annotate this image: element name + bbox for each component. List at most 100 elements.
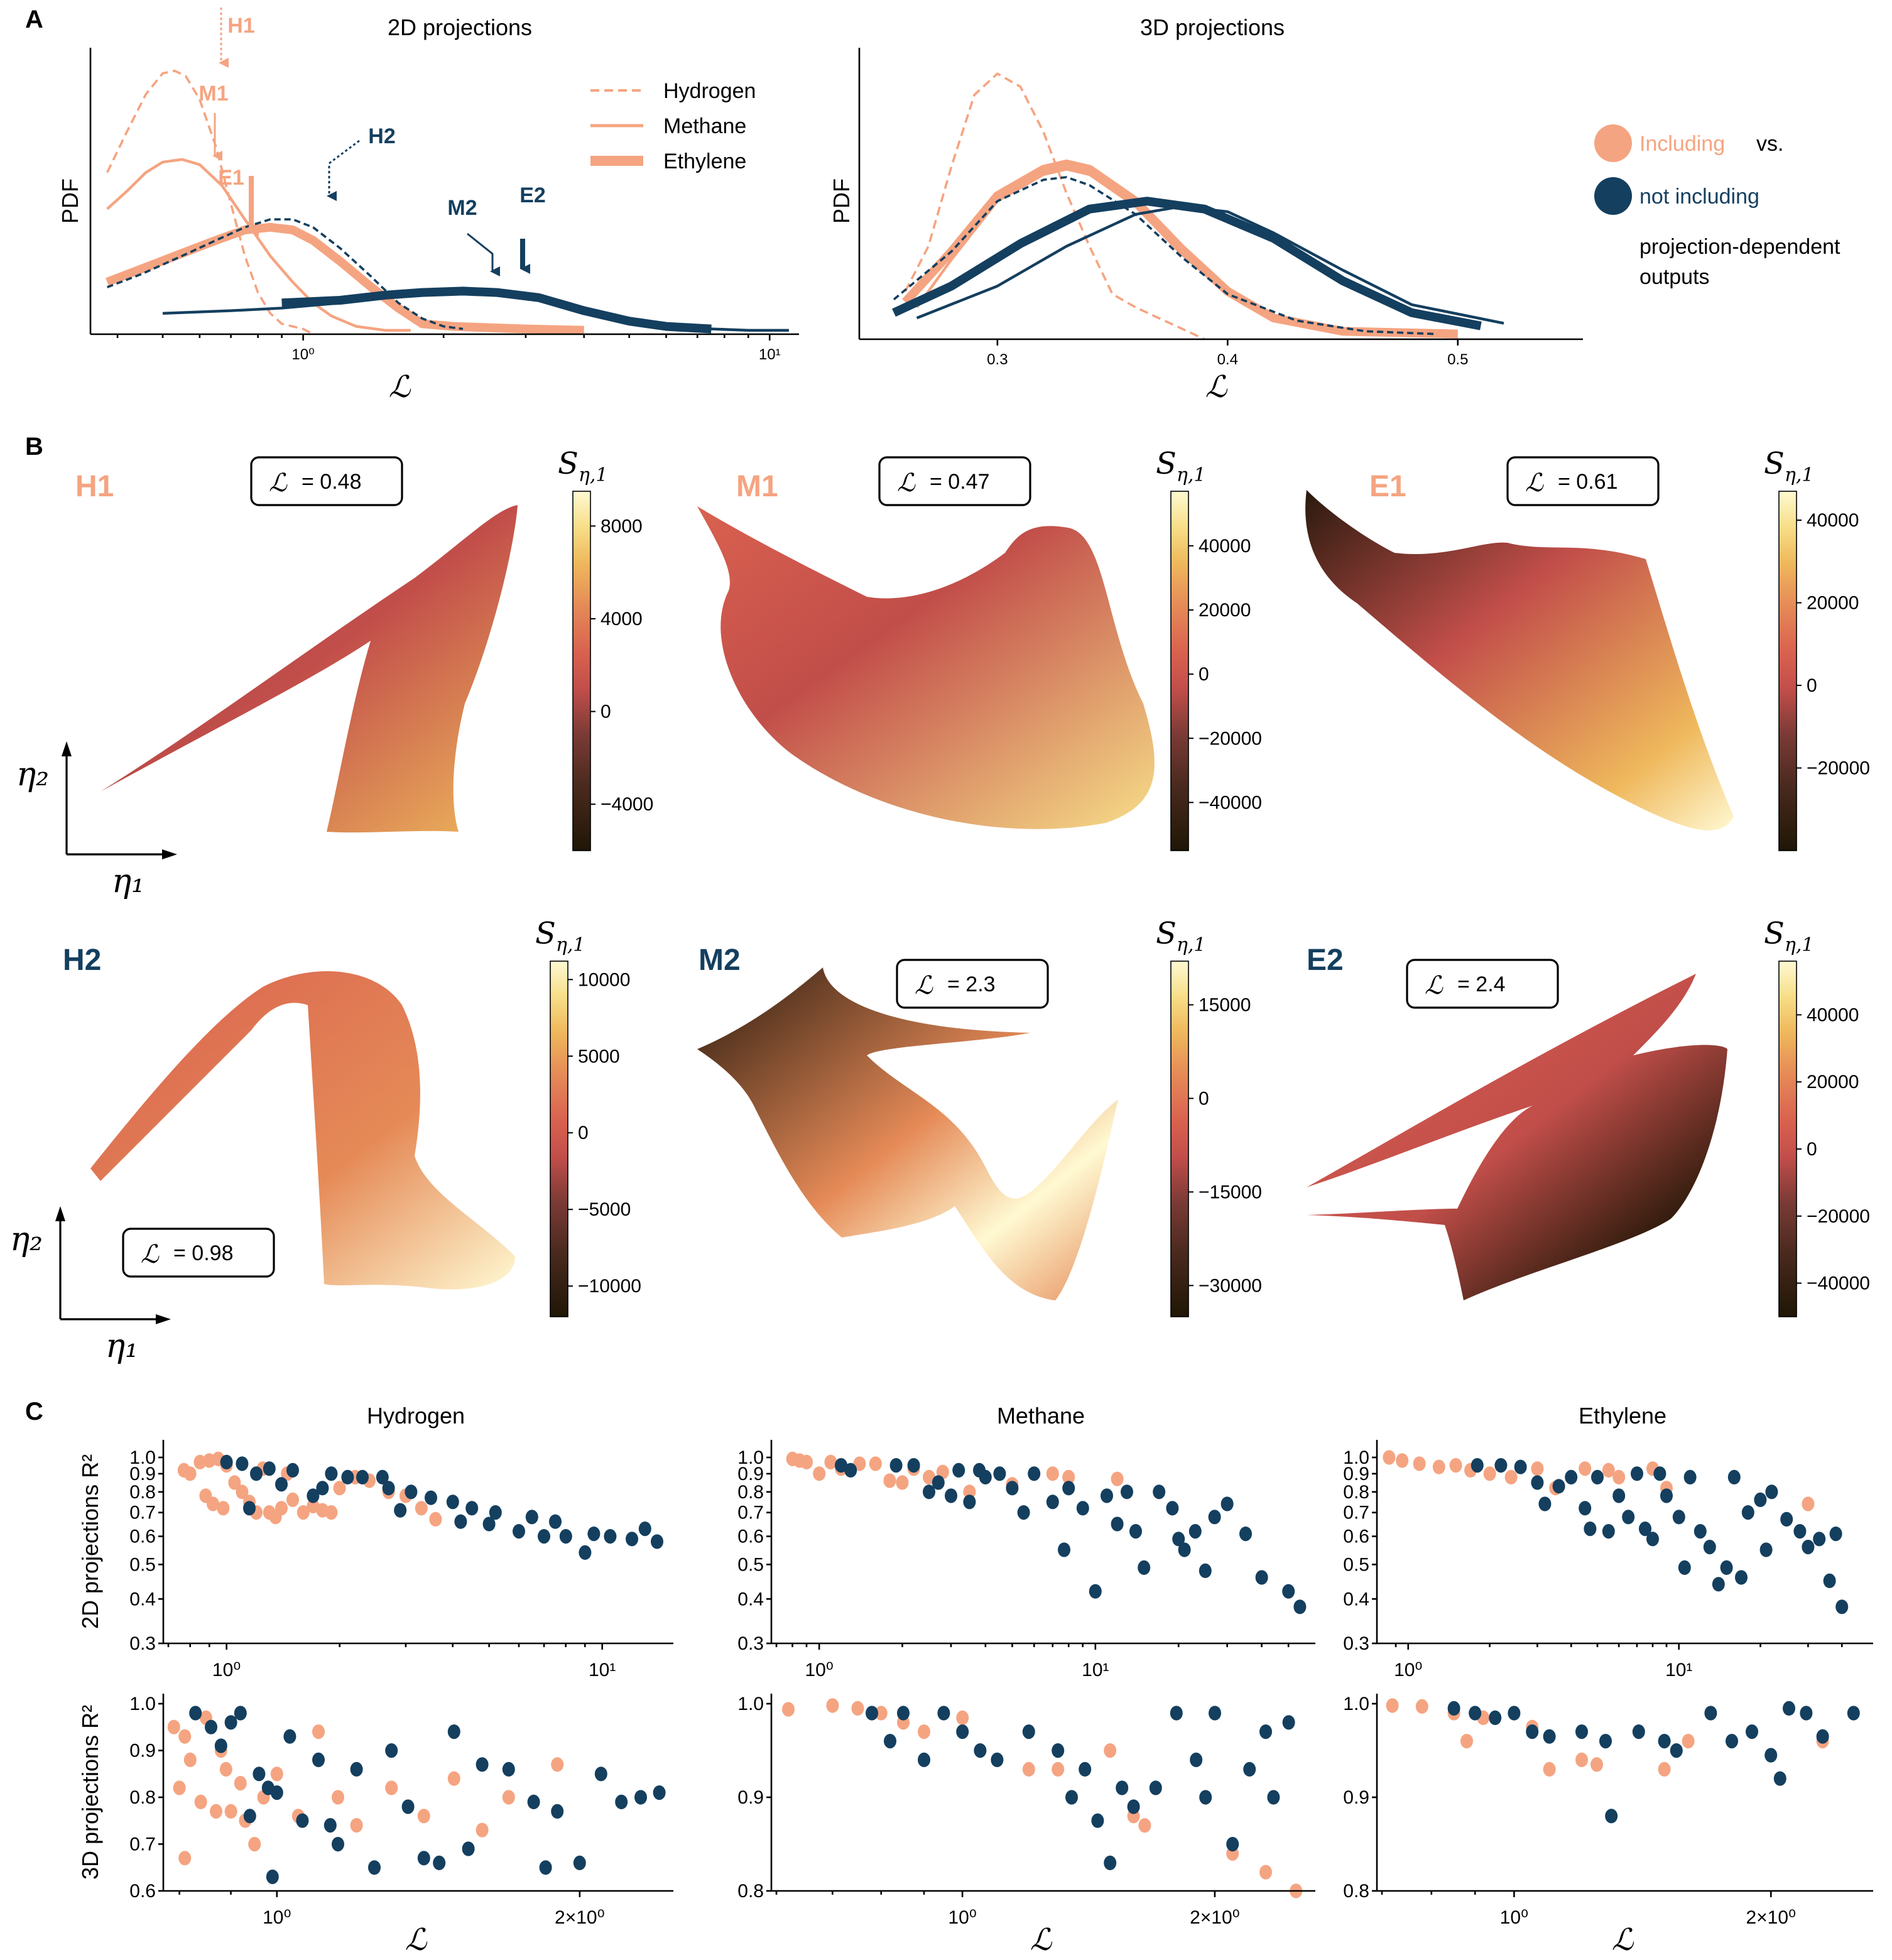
- data-point: [1221, 1496, 1234, 1511]
- panel-letter-c: C: [25, 1398, 43, 1425]
- series-not_including: [835, 1458, 1307, 1614]
- data-point: [1612, 1469, 1626, 1484]
- data-point: [1058, 1542, 1070, 1557]
- data-point: [1293, 1599, 1307, 1614]
- axes-layer: 0.3 0.4 0.5: [858, 48, 1583, 368]
- data-point: [1703, 1540, 1716, 1555]
- data-point: [356, 1469, 369, 1484]
- data-point: [333, 1481, 346, 1496]
- data-point: [210, 1804, 222, 1819]
- annotation-label-m2: M2: [447, 196, 477, 220]
- x-tick-label: 10⁰: [1500, 1907, 1528, 1928]
- colorbar-tick-label: −20000: [1199, 728, 1262, 749]
- data-point: [1565, 1469, 1578, 1484]
- x-tick-label: 0.4: [1217, 351, 1238, 368]
- data-point: [897, 1706, 910, 1721]
- data-point: [316, 1481, 329, 1496]
- colorbar-label-subscript: η,1: [556, 934, 585, 956]
- y-axis-label: PDF: [829, 178, 854, 224]
- colorbar-label: Sη,1: [558, 446, 608, 486]
- colorbar-tick-label: 0: [1807, 1139, 1817, 1160]
- chart-title: 3D projections: [1140, 14, 1285, 40]
- data-point: [433, 1855, 446, 1870]
- manifold-map-h2: H2 ℒ = 0.98 Sη,1 10000 5000 0 −5000 −10000 η₂ η₁: [10, 916, 641, 1365]
- data-point: [1239, 1527, 1252, 1542]
- data-point: [993, 1466, 1006, 1481]
- data-point: [974, 1743, 987, 1758]
- loss-value: = 2.4: [1457, 972, 1506, 996]
- data-point: [1199, 1790, 1212, 1805]
- series-including: [782, 1698, 1303, 1898]
- data-point: [1514, 1459, 1527, 1474]
- data-point: [626, 1532, 638, 1547]
- data-point: [1575, 1752, 1588, 1767]
- colorbar: [1778, 491, 1797, 851]
- data-point: [1138, 1818, 1151, 1833]
- y-tick-label: 0.8: [1343, 1482, 1369, 1503]
- data-point: [1017, 1505, 1030, 1520]
- data-point: [1483, 1466, 1496, 1481]
- data-point: [923, 1469, 935, 1484]
- colorbar-label-subscript: η,1: [579, 464, 608, 486]
- arrowhead-up-icon: [55, 1206, 65, 1221]
- series-layer: [892, 72, 1504, 340]
- data-point: [1259, 1865, 1272, 1880]
- series-not_including: [866, 1706, 1295, 1870]
- colorbar: [1778, 961, 1797, 1317]
- colorbar-tick-label: 20000: [1807, 593, 1859, 614]
- arrowhead-up-icon: [62, 741, 72, 756]
- legend-label-not-including: not including: [1639, 185, 1759, 209]
- loss-symbol: ℒ: [141, 1240, 160, 1269]
- data-point: [1282, 1584, 1295, 1599]
- data-point: [417, 1851, 430, 1866]
- y-axis-label: PDF: [57, 178, 83, 224]
- data-point: [447, 1771, 460, 1786]
- y-tick-label: 0.9: [1343, 1787, 1369, 1808]
- data-point: [312, 1724, 325, 1740]
- map-tag: M2: [699, 944, 741, 977]
- data-point: [1127, 1799, 1140, 1814]
- data-point: [573, 1855, 586, 1870]
- data-point: [1267, 1790, 1280, 1805]
- pdf-curve-hydrogen-not-including: [893, 176, 1435, 335]
- manifold-scatter-cloud: [90, 971, 515, 1290]
- data-point: [1759, 1542, 1773, 1557]
- data-point: [234, 1706, 247, 1721]
- data-point: [167, 1719, 180, 1734]
- data-point: [1104, 1855, 1117, 1870]
- data-point: [243, 1501, 256, 1516]
- data-point: [228, 1475, 241, 1490]
- data-point: [243, 1809, 256, 1824]
- data-point: [312, 1752, 325, 1767]
- data-point: [1471, 1458, 1484, 1473]
- x-tick-label: 10⁰: [1394, 1660, 1422, 1680]
- data-point: [525, 1510, 538, 1525]
- data-point: [307, 1498, 320, 1513]
- pdf-curve-ethylene-including: [902, 160, 1458, 339]
- colorbar-tick-label: 5000: [578, 1046, 620, 1067]
- data-point: [189, 1706, 202, 1721]
- y-tick-label: 1.0: [1343, 1694, 1369, 1714]
- y-tick-label: 0.7: [129, 1503, 156, 1523]
- data-point: [1413, 1456, 1426, 1471]
- data-point: [527, 1794, 540, 1809]
- colorbar: [572, 491, 591, 851]
- colorbar-tick-label: −20000: [1807, 1206, 1870, 1227]
- arrowhead-right-icon: [162, 849, 177, 859]
- data-point: [1111, 1516, 1124, 1532]
- data-point: [489, 1505, 502, 1520]
- pdf-curve-methane-not-including: [916, 205, 1504, 325]
- colorbar-label-subscript: η,1: [1177, 934, 1206, 956]
- data-point: [991, 1752, 1004, 1767]
- data-point: [1188, 1524, 1202, 1539]
- data-point: [1816, 1729, 1829, 1744]
- manifold-map-e2: E2 ℒ = 2.4 Sη,1 40000 20000 0 −20000 −40000: [1307, 916, 1870, 1317]
- data-point: [1780, 1511, 1793, 1527]
- panel-letter-a: A: [25, 6, 43, 33]
- data-point: [502, 1790, 515, 1805]
- data-point: [465, 1501, 479, 1516]
- data-point: [1612, 1488, 1626, 1503]
- pdf-3d-chart: 3D projections PDF ℒ 0.3 0.4 0.5: [829, 14, 1583, 405]
- data-point: [1104, 1743, 1117, 1758]
- data-point: [883, 1473, 896, 1488]
